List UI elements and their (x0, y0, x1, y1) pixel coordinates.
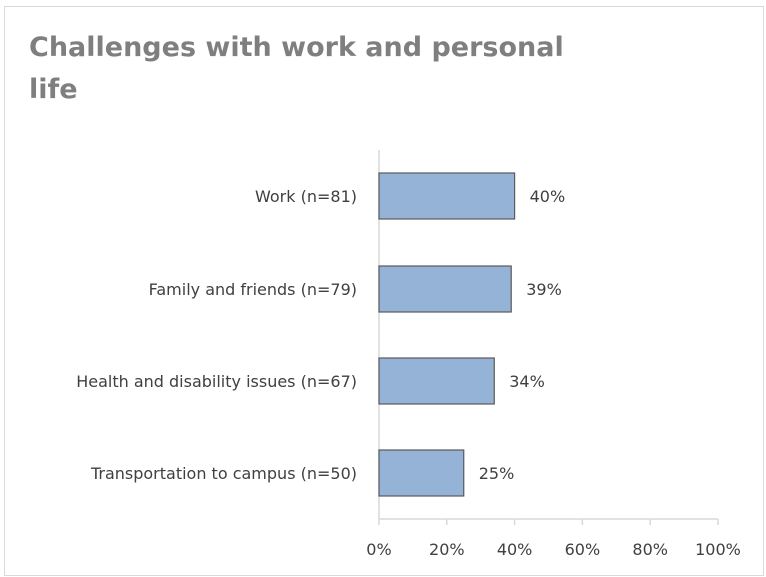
tick-label: 100% (695, 540, 741, 559)
data-label: 25% (479, 464, 515, 483)
category-label: Transportation to campus (n=50) (90, 464, 357, 483)
tick-label: 0% (366, 540, 391, 559)
category-label: Health and disability issues (n=67) (76, 372, 357, 391)
tick-label: 60% (565, 540, 601, 559)
value-axis: 0% 20% 40% 60% 80% 100% (366, 518, 741, 559)
category-label: Family and friends (n=79) (149, 280, 357, 299)
tick-label: 40% (497, 540, 533, 559)
bar (378, 172, 516, 220)
data-label: 34% (509, 372, 545, 391)
chart-title: Challenges with work and personal life (29, 32, 564, 105)
tick-label: 20% (429, 540, 465, 559)
bar (378, 265, 512, 313)
bar-series (378, 172, 516, 497)
bar (378, 357, 495, 405)
category-labels: Work (n=81) Family and friends (n=79) Heal… (76, 187, 357, 483)
category-label: Work (n=81) (255, 187, 357, 206)
data-label: 40% (530, 187, 566, 206)
data-label: 39% (526, 280, 562, 299)
data-labels: 40% 39% 34% 25% (479, 187, 565, 483)
tick-label: 80% (632, 540, 668, 559)
bar (378, 449, 465, 497)
